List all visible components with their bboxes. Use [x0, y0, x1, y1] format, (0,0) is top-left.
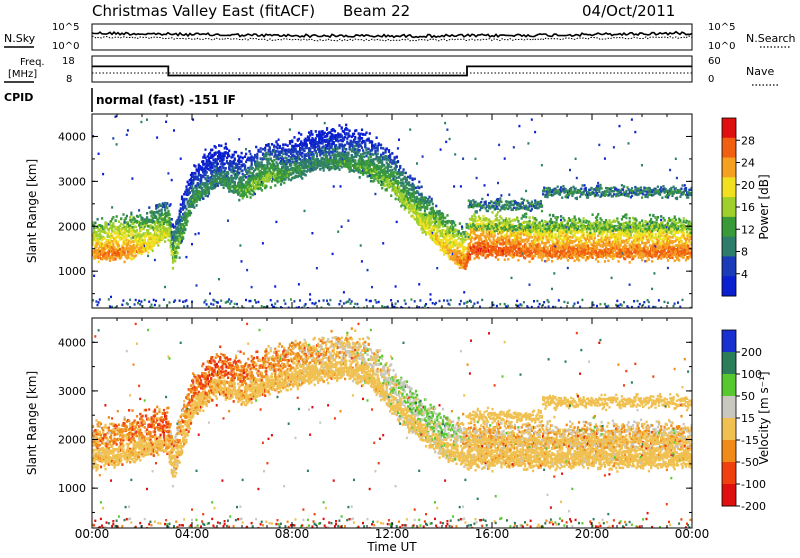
freq-unit-label: [MHz] — [8, 69, 37, 80]
panel-frame — [92, 114, 692, 308]
x-tick-label: 00:00 — [75, 527, 110, 541]
y-tick-label: 2000 — [58, 434, 86, 447]
colorbar-segment — [722, 217, 736, 237]
nsearch-series-line — [92, 36, 692, 41]
colorbar-segment — [722, 352, 736, 375]
nsky-series-line — [92, 32, 692, 38]
colorbar-tick-label: 12 — [741, 223, 755, 236]
noise-tick-right-low: 10^0 — [708, 41, 735, 52]
freq-label: Freq. — [20, 57, 45, 68]
freq-series-line — [92, 66, 692, 75]
noise-panel-frame — [92, 24, 692, 50]
colorbar-segment — [722, 118, 736, 138]
colorbar-segment — [722, 440, 736, 463]
freq-panel-frame — [92, 56, 692, 82]
y-tick-label: 1000 — [58, 482, 86, 495]
colorbar-title: Power [dB] — [757, 174, 771, 239]
nsky-label: N.Sky — [4, 32, 36, 45]
colorbar-segment — [722, 177, 736, 197]
colorbar-segment — [722, 374, 736, 397]
y-axis-title: Slant Range [km] — [25, 159, 39, 263]
nave-label: Nave — [746, 65, 774, 78]
nave-tick-high: 60 — [708, 56, 721, 67]
x-axis-title: Time UT — [366, 540, 417, 554]
colorbar-segment — [722, 330, 736, 353]
colorbar-tick-label: 8 — [741, 246, 748, 259]
x-tick-label: 20:00 — [575, 527, 610, 541]
noise-tick-right-high: 10^5 — [708, 22, 735, 33]
colorbar-segment — [722, 237, 736, 257]
colorbar-segment — [722, 396, 736, 419]
colorbar-title: Velocity [m s⁻¹] — [757, 371, 771, 464]
colorbar-tick-label: 24 — [741, 157, 755, 170]
colorbar-tick-label: 16 — [741, 201, 755, 214]
colorbar-tick-label: -100 — [741, 478, 766, 491]
cpid-label: CPID — [4, 91, 33, 104]
freq-tick-low: 8 — [66, 74, 72, 85]
nsearch-label: N.Search — [746, 32, 796, 45]
y-tick-label: 4000 — [58, 336, 86, 349]
noise-tick-left-low: 10^0 — [52, 41, 79, 52]
y-tick-label: 3000 — [58, 175, 86, 188]
y-tick-label: 2000 — [58, 220, 86, 233]
colorbar-segment — [722, 462, 736, 485]
y-tick-label: 3000 — [58, 385, 86, 398]
x-tick-label: 12:00 — [375, 527, 410, 541]
nave-tick-low: 0 — [708, 74, 714, 85]
scatter-dots — [92, 116, 694, 311]
x-tick-label: 04:00 — [175, 527, 210, 541]
colorbar-segment — [722, 276, 736, 296]
colorbar-segment — [722, 138, 736, 158]
colorbar-tick-label: 20 — [741, 179, 755, 192]
power-panel: 1000 2000 3000 4000 Slant Range [km] 28 24 20 16… — [25, 114, 771, 310]
cpid-text: normal (fast) -151 IF — [96, 93, 236, 107]
colorbar-segment — [722, 418, 736, 441]
noise-tick-left-high: 10^5 — [52, 22, 79, 33]
colorbar-tick-label: 50 — [741, 390, 755, 403]
colorbar-segment — [722, 197, 736, 217]
x-tick-label: 08:00 — [275, 527, 310, 541]
colorbar-segment — [722, 256, 736, 276]
colorbar-tick-label: 28 — [741, 134, 755, 147]
colorbar-segment — [722, 484, 736, 507]
y-tick-label: 4000 — [58, 130, 86, 143]
x-tick-label: 16:00 — [475, 527, 510, 541]
x-tick-label: 00:00 — [675, 527, 710, 541]
colorbar-tick-label: -200 — [741, 500, 766, 513]
colorbar-tick-label: 200 — [741, 346, 762, 359]
y-tick-label: 1000 — [58, 265, 86, 278]
y-axis-title: Slant Range [km] — [25, 371, 39, 475]
colorbar-tick-label: 4 — [741, 268, 748, 281]
colorbar-tick-label: 15 — [741, 412, 755, 425]
date-label: 04/Oct/2011 — [582, 2, 675, 20]
colorbar-segment — [722, 158, 736, 178]
scatter-dots — [92, 323, 694, 530]
freq-tick-high: 18 — [62, 56, 75, 67]
beam-label: Beam 22 — [343, 2, 410, 20]
plot-title: Christmas Valley East (fitACF) — [92, 2, 315, 20]
